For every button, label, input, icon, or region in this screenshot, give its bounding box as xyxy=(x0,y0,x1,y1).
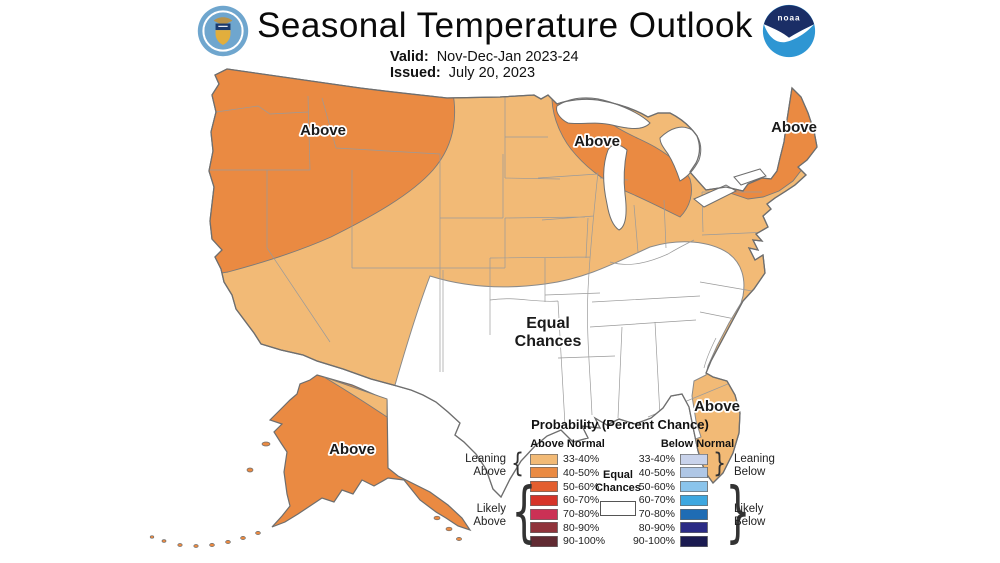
issuance-block: Valid: Nov-Dec-Jan 2023-24 Issued: July 20… xyxy=(390,49,579,81)
label-equal-chances-line1: Equal xyxy=(526,315,570,332)
noaa-logo: noaa xyxy=(762,4,816,58)
legend-title: Probability (Percent Chance) xyxy=(531,417,709,432)
legend-equal-chances: Equal Chances xyxy=(585,469,651,516)
lake-erie xyxy=(693,184,738,208)
legend-row-below: 70-80% xyxy=(628,508,708,520)
legend-row-below: 60-70% xyxy=(628,494,708,506)
alaska-region-above-33-40 xyxy=(323,376,388,418)
conus-outline xyxy=(208,68,818,499)
label-above-florida: Above xyxy=(694,398,740,415)
legend-row-above: 90-100% xyxy=(530,535,605,547)
legend-row-above: 60-70% xyxy=(530,494,605,506)
legend-below-normal-header: Below Normal xyxy=(660,438,735,450)
legend-below-column: 33-40% 40-50% 50-60% 60-70% 70-80% 80-90… xyxy=(628,453,708,547)
brace-likely-below: } xyxy=(725,473,751,550)
page-title: Seasonal Temperature Outlook xyxy=(257,6,753,45)
legend-row-above: 50-60% xyxy=(530,481,605,493)
brace-leaning-below: } xyxy=(713,448,727,479)
lake-michigan xyxy=(603,144,628,231)
valid-line: Valid: Nov-Dec-Jan 2023-24 xyxy=(390,49,579,65)
legend-row-above: 80-90% xyxy=(530,522,605,534)
equal-chances-swatch xyxy=(600,501,636,516)
noaa-bird-icon xyxy=(763,24,815,43)
brace-likely-above: { xyxy=(511,473,537,550)
aleutian-islands xyxy=(149,441,462,548)
legend-above-column: 33-40% 40-50% 50-60% 60-70% 70-80% 80-90… xyxy=(530,453,605,547)
legend-row-below: 33-40% xyxy=(628,453,708,465)
lake-ontario xyxy=(733,168,767,186)
doc-eagle-icon xyxy=(213,17,233,24)
label-above-alaska: Above xyxy=(329,441,375,458)
legend-row-below: 40-50% xyxy=(628,467,708,479)
label-above-pnw: Above xyxy=(300,122,346,139)
label-above-northeast: Above xyxy=(771,119,817,136)
label-likely-below: Likely Below xyxy=(734,503,766,528)
legend-row-below: 90-100% xyxy=(628,535,708,547)
pnw-region-above-40-50 xyxy=(209,69,456,279)
alaska xyxy=(149,374,472,548)
label-likely-above: Likely Above xyxy=(473,503,506,528)
lake-superior xyxy=(556,97,651,129)
label-equal-chances-line2: Chances xyxy=(515,333,582,350)
legend-row-above: 70-80% xyxy=(530,508,605,520)
great-lakes-water xyxy=(556,97,767,231)
probability-legend: Probability (Percent Chance) Above Norma… xyxy=(450,417,810,563)
legend-row-below: 80-90% xyxy=(628,522,708,534)
noaa-wordmark: noaa xyxy=(777,13,800,22)
issued-line: Issued: July 20, 2023 xyxy=(390,65,536,81)
alaska-region-above-40-50 xyxy=(268,374,472,532)
legend-row-below: 50-60% xyxy=(628,481,708,493)
label-leaning-below: Leaning Below xyxy=(734,453,775,478)
department-of-commerce-seal xyxy=(197,5,249,57)
legend-above-normal-header: Above Normal xyxy=(530,438,605,450)
label-leaning-above: Leaning Above xyxy=(465,453,506,478)
legend-row-above: 40-50% xyxy=(530,467,605,479)
legend-row-above: 33-40% xyxy=(530,453,605,465)
label-above-great-lakes: Above xyxy=(574,133,620,150)
brace-leaning-above: { xyxy=(511,448,525,479)
